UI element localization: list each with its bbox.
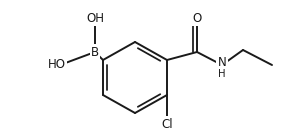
Text: N: N — [218, 56, 226, 70]
Text: O: O — [193, 11, 202, 25]
Text: B: B — [91, 46, 99, 59]
Text: H: H — [218, 69, 226, 79]
Text: Cl: Cl — [161, 117, 173, 131]
Text: OH: OH — [86, 11, 104, 25]
Text: HO: HO — [48, 59, 66, 71]
